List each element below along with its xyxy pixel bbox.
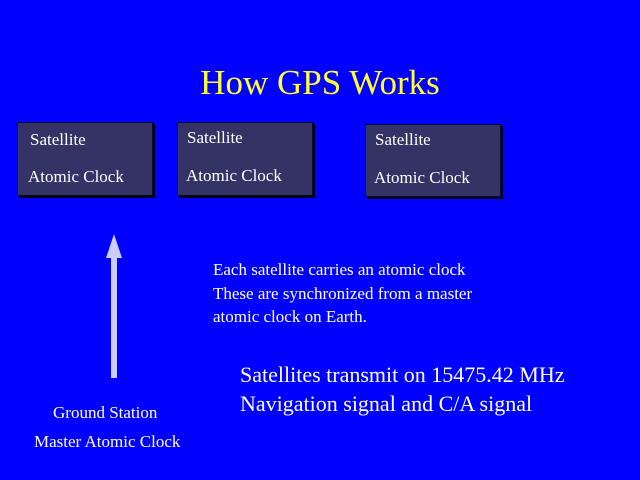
atomic-clock-label: Atomic Clock [186,166,282,185]
ground-station-label: Ground Station [53,403,158,422]
transmission-line: Navigation signal and C/A signal [240,391,533,416]
arrow-head [106,234,122,258]
satellite-box-2: Satellite Atomic Clock [177,122,313,196]
slide-title: How GPS Works [200,63,440,102]
description-line: These are synchronized from a master [213,283,473,303]
atomic-clock-label: Atomic Clock [28,167,124,186]
description-line: atomic clock on Earth. [213,307,367,326]
satellite-label: Satellite [30,130,86,149]
arrow-shaft [111,256,117,378]
description-line: Each satellite carries an atomic clock [213,260,466,279]
transmission-info: Satellites transmit on 15475.42 MHz Navi… [240,360,564,418]
master-clock-label: Master Atomic Clock [34,432,181,451]
satellite-label: Satellite [375,130,431,149]
uplink-arrow-icon [106,234,122,378]
satellite-box-3: Satellite Atomic Clock [365,124,501,197]
satellite-box-1: Satellite Atomic Clock [17,122,153,196]
satellite-label: Satellite [187,128,243,147]
transmission-line: Satellites transmit on 15475.42 MHz [240,362,565,387]
atomic-clock-label: Atomic Clock [374,168,470,187]
synchronization-description: Each satellite carries an atomic clock T… [213,258,472,329]
